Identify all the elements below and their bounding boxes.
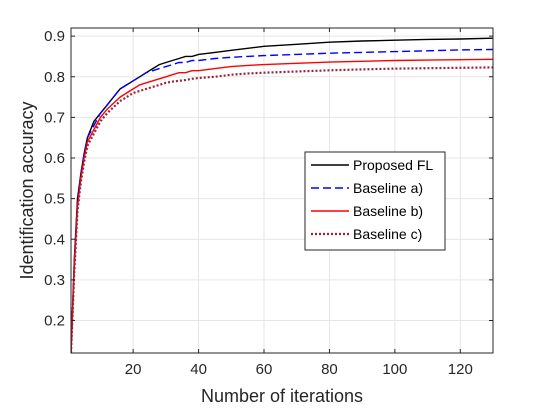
y-tick-label: 0.5 (44, 191, 65, 208)
y-tick-label: 0.6 (44, 150, 65, 167)
y-tick-label: 0.3 (44, 272, 65, 289)
y-tick-label: 0.8 (44, 69, 65, 86)
x-tick-label: 100 (382, 361, 407, 378)
y-tick-label: 0.9 (44, 28, 65, 45)
plot-frame (70, 27, 494, 354)
series-line-3 (71, 58, 493, 353)
series-layer (71, 37, 493, 353)
legend-label: Baseline c) (353, 226, 422, 242)
y-tick-label: 0.2 (44, 313, 65, 330)
ticks: 20 40 60 80 100 120 0.2 0.3 0.4 0.5 0.6 0.7 0.8 0.9 (44, 28, 493, 378)
x-tick-label: 80 (321, 361, 338, 378)
series-line-1 (71, 37, 493, 353)
y-tick-label: 0.7 (44, 109, 65, 126)
legend: Proposed FL Baseline a) Baseline b) Baselin… (304, 151, 446, 251)
x-tick-label: 120 (448, 361, 473, 378)
legend-label: Proposed FL (353, 157, 433, 173)
x-tick-label: 20 (125, 361, 142, 378)
x-tick-label: 40 (190, 361, 207, 378)
legend-label: Baseline b) (353, 203, 423, 219)
x-tick-label: 60 (256, 361, 273, 378)
y-axis-label: Identification accuracy (17, 101, 37, 279)
series-line-2 (71, 48, 493, 353)
y-tick-label: 0.4 (44, 231, 65, 248)
series-line-4 (71, 66, 493, 353)
legend-label: Baseline a) (353, 180, 423, 196)
x-axis-label: Number of iterations (201, 386, 363, 406)
